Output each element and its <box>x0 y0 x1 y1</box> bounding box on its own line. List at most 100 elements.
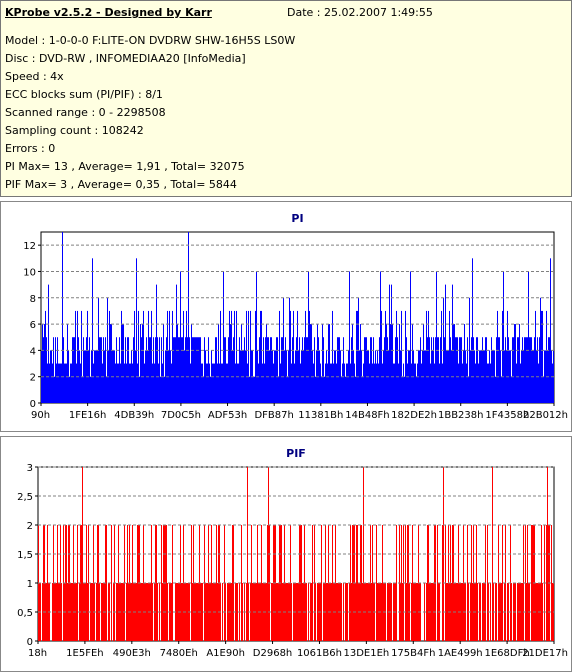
pi-bar <box>246 310 247 403</box>
pif-bar <box>442 525 443 641</box>
pi-bar <box>189 337 190 403</box>
pi-bar <box>223 271 224 403</box>
pi-bar <box>285 337 286 403</box>
pi-bar <box>44 324 45 403</box>
pi-bar <box>197 337 198 403</box>
pif-bar <box>61 583 62 641</box>
pi-bar <box>258 363 259 403</box>
pi-bar <box>366 337 367 403</box>
pi-bar <box>141 337 142 403</box>
pi-bar <box>424 350 425 403</box>
pi-bar <box>289 297 290 403</box>
pi-chart-panel: PI 0 2 4 6 8 10 12 90h 1FE16h 4DB39h 7D0C5h ADF53h DF… <box>0 201 572 432</box>
pi-bar <box>86 337 87 403</box>
pif-bar <box>301 525 302 641</box>
pi-bar <box>419 350 420 403</box>
pi-bar <box>531 337 532 403</box>
pi-bar <box>505 337 506 403</box>
pi-bar <box>386 324 387 403</box>
pif-bar <box>451 583 452 641</box>
pi-bar <box>109 310 110 403</box>
pi-bar <box>544 350 545 403</box>
pif-xtick-label: 490E3h <box>113 648 151 659</box>
pif-ytick-label: 0,5 <box>17 608 33 619</box>
pi-bar <box>60 363 61 403</box>
pi-bar <box>196 337 197 403</box>
pi-bar <box>104 350 105 403</box>
pif-bar <box>151 525 152 641</box>
pi-bar <box>172 310 173 403</box>
pi-bar <box>163 324 164 403</box>
pi-bar <box>307 337 308 403</box>
pi-bar <box>343 337 344 403</box>
pi-bar <box>306 337 307 403</box>
pi-bar <box>509 350 510 403</box>
pif-bar <box>152 583 153 641</box>
pi-bar <box>429 337 430 403</box>
info-errors: Errors : 0 <box>5 142 56 155</box>
pi-bar <box>549 337 550 403</box>
pi-bar <box>397 337 398 403</box>
pi-bar <box>124 363 125 403</box>
pif-xtick-label: 18h <box>28 648 47 659</box>
pi-bar <box>217 363 218 403</box>
pi-bar <box>167 310 168 403</box>
pif-bar <box>502 525 503 641</box>
pif-bar <box>542 583 543 641</box>
pi-bar <box>95 350 96 403</box>
pi-bar <box>268 337 269 403</box>
pi-bar <box>537 337 538 403</box>
pi-bar <box>469 297 470 403</box>
pif-bar <box>157 583 158 641</box>
pi-xtick-label: ADF53h <box>208 410 247 421</box>
pi-bar <box>80 363 81 403</box>
pi-bar <box>256 271 257 403</box>
pi-bar <box>490 363 491 403</box>
pi-bar <box>210 376 211 403</box>
pi-bar <box>457 337 458 403</box>
pi-bar <box>311 324 312 403</box>
pi-bar <box>416 376 417 403</box>
pi-bar <box>273 363 274 403</box>
pi-bar <box>226 363 227 403</box>
pif-bar <box>447 583 448 641</box>
pif-bar <box>197 583 198 641</box>
pif-ytick-label: 2,5 <box>17 492 33 503</box>
pi-bar <box>173 337 174 403</box>
pi-bar <box>135 350 136 403</box>
pi-bar <box>137 363 138 403</box>
pi-bar <box>337 337 338 403</box>
pi-bar <box>129 363 130 403</box>
pi-bar <box>434 363 435 403</box>
pif-bar <box>257 525 258 641</box>
pi-bar <box>476 337 477 403</box>
pi-bar <box>53 337 54 403</box>
pi-bar <box>488 363 489 403</box>
pif-bar <box>431 583 432 641</box>
pif-bar <box>546 525 547 641</box>
pi-xtick-label: 14B48Fh <box>345 410 389 421</box>
pi-bar <box>110 324 111 403</box>
pi-bar <box>185 337 186 403</box>
pif-bar <box>176 583 177 641</box>
pi-bar <box>455 337 456 403</box>
pif-xtick-label: A1E90h <box>206 648 245 659</box>
pi-bar <box>529 337 530 403</box>
pif-bar <box>111 525 112 641</box>
pi-bar <box>284 350 285 403</box>
pif-bar <box>286 583 287 641</box>
pif-bar <box>462 583 463 641</box>
pi-bar <box>437 337 438 403</box>
pi-bar <box>406 337 407 403</box>
pi-bar <box>287 376 288 403</box>
pi-bar <box>518 337 519 403</box>
pi-bar <box>308 271 309 403</box>
pif-xtick-label: 1AE499h <box>438 648 483 659</box>
pi-bar <box>356 310 357 403</box>
pi-bar <box>470 350 471 403</box>
pi-bar <box>126 363 127 403</box>
pif-bar <box>96 583 97 641</box>
pi-bar <box>171 363 172 403</box>
pi-bar <box>188 232 189 403</box>
pi-bar <box>78 337 79 403</box>
